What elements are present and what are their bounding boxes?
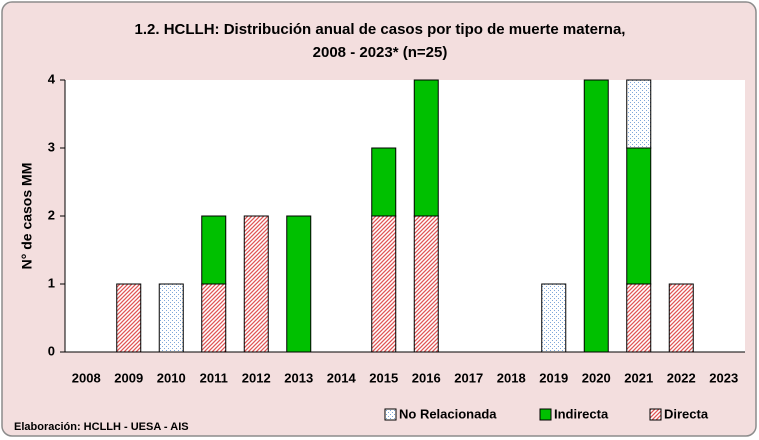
y-axis-label: N° de casos MM [19,163,35,270]
bar [541,283,567,353]
bar [158,283,184,353]
x-tick-label: 2017 [454,370,483,385]
x-tick-label: 2022 [667,370,696,385]
legend-swatch [649,408,662,421]
x-tick-label: 2009 [114,370,143,385]
legend-swatch [539,408,552,421]
bar [626,283,652,353]
y-tick-label: 2 [48,207,55,222]
chart-title: 2008 - 2023* (n=25) [313,44,448,61]
bar [668,283,694,353]
bar [626,147,652,285]
bar [371,215,397,353]
x-tick-label: 2010 [157,370,186,385]
bar [626,79,652,149]
legend-label: Directa [664,406,709,421]
bar [243,215,269,353]
x-tick-label: 2021 [624,370,653,385]
x-tick-label: 2016 [412,370,441,385]
x-tick-label: 2011 [200,370,228,385]
x-tick-label: 2020 [582,370,611,385]
x-tick-label: 2019 [539,370,568,385]
y-tick-label: 0 [48,343,55,358]
bar [201,283,227,353]
x-tick-label: 2008 [72,370,101,385]
chart-title: 1.2. HCLLH: Distribución anual de casos … [135,21,626,38]
bar [413,215,439,353]
y-tick-label: 4 [48,71,56,86]
x-tick-label: 2015 [369,370,398,385]
bar [583,79,609,353]
bar [371,147,397,217]
legend-label: No Relacionada [399,406,497,421]
footer: Elaboración: HCLLH - UESA - AIS [14,421,189,433]
x-tick-label: 2012 [242,370,271,385]
bar [413,79,439,217]
x-tick-label: 2014 [327,370,357,385]
legend-label: Indirecta [554,406,609,421]
x-tick-label: 2013 [284,370,313,385]
y-tick-label: 3 [48,139,55,154]
bar [286,215,312,353]
legend-swatch [384,408,397,421]
x-tick-label: 2018 [497,370,526,385]
y-tick-label: 1 [48,275,55,290]
x-tick-label: 2023 [709,370,738,385]
bar [116,283,142,353]
bar [201,215,227,285]
